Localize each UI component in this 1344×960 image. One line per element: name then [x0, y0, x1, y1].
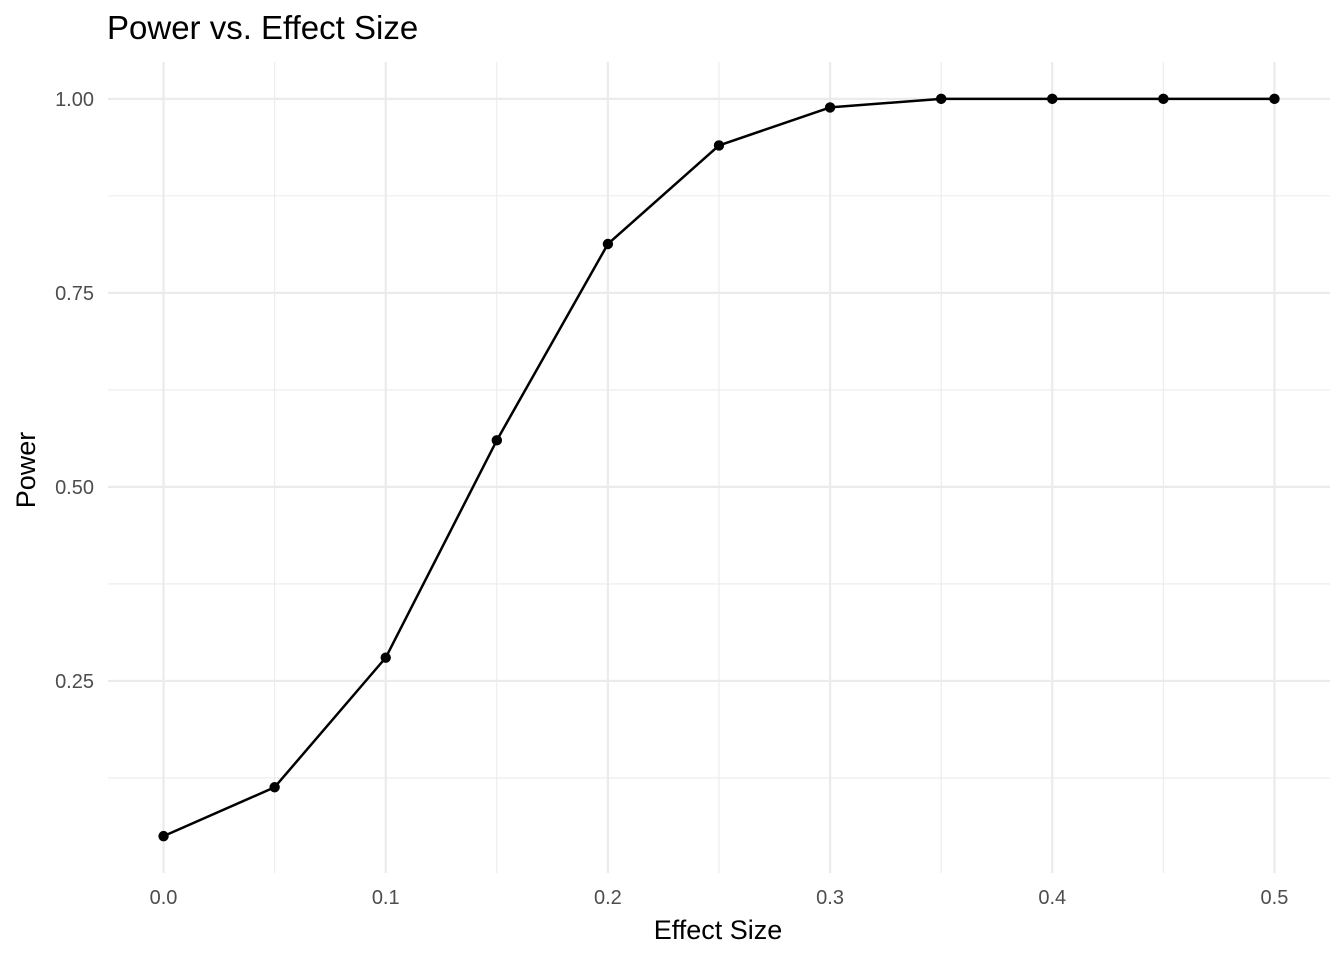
data-point: [713, 140, 725, 151]
data-point: [935, 93, 947, 105]
y-tick-label: 0.25: [55, 671, 94, 693]
y-tick-label: 1.00: [55, 89, 94, 111]
x-tick-label: 0.1: [372, 887, 400, 909]
x-tick-label: 0.0: [150, 887, 178, 909]
y-axis-title: Power: [11, 432, 41, 509]
y-tick-labels: 0.25 0.50 0.75 1.00: [55, 89, 94, 693]
chart-title: Power vs. Effect Size: [107, 9, 418, 46]
data-point: [380, 652, 391, 663]
data-point: [824, 102, 836, 113]
gridlines: [108, 62, 1330, 873]
data-point: [491, 435, 503, 446]
data-point: [1158, 93, 1169, 105]
x-axis-title: Effect Size: [654, 915, 783, 945]
x-tick-labels: 0.0 0.1 0.2 0.3 0.4 0.5: [150, 887, 1289, 909]
data-point: [1047, 93, 1058, 105]
data-point: [602, 238, 614, 250]
data-point: [1269, 93, 1280, 105]
y-tick-label: 0.50: [55, 477, 94, 499]
y-tick-label: 0.75: [55, 283, 94, 305]
x-tick-label: 0.3: [816, 887, 844, 909]
data-point: [158, 830, 169, 842]
x-tick-label: 0.4: [1038, 887, 1066, 909]
x-tick-label: 0.5: [1261, 887, 1289, 909]
series-points: [158, 93, 1280, 842]
data-point: [269, 782, 280, 793]
x-tick-label: 0.2: [594, 887, 622, 909]
